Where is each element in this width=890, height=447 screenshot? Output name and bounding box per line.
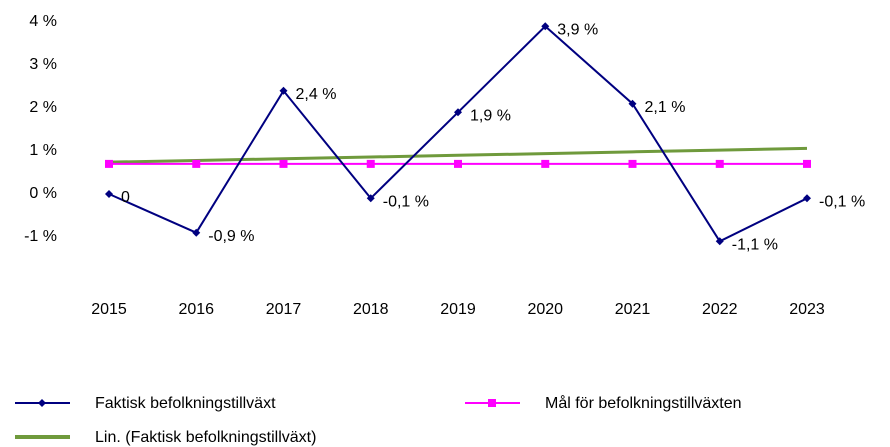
legend-label: Faktisk befolkningstillväxt	[95, 395, 276, 412]
y-tick-label: 0 %	[29, 185, 57, 202]
y-tick-label: 2 %	[29, 99, 57, 116]
x-tick-label: 2022	[702, 301, 738, 318]
series-line	[108, 146, 808, 164]
point	[454, 159, 462, 168]
x-tick-label: 2023	[789, 301, 825, 318]
x-tick-label: 2019	[440, 301, 476, 318]
x-tick-label: 2016	[178, 301, 214, 318]
legend-label: Lin. (Faktisk befolkningstillväxt)	[95, 429, 316, 446]
point	[279, 159, 288, 168]
x-tick-label: 2018	[353, 301, 389, 318]
point	[366, 159, 375, 168]
point	[715, 159, 724, 168]
x-tick-label: 2015	[91, 301, 127, 318]
x-tick-label: 2021	[615, 301, 651, 318]
point	[803, 194, 811, 203]
point	[454, 108, 462, 117]
point	[628, 99, 637, 108]
point	[192, 228, 201, 237]
point	[366, 194, 375, 203]
data-label: 3,9 %	[557, 22, 598, 39]
legend-marker	[488, 399, 496, 407]
point	[279, 86, 288, 95]
y-tick-label: 4 %	[29, 13, 57, 30]
point	[192, 159, 201, 168]
legend-label: Mål för befolkningstillväxten	[545, 394, 742, 412]
data-label: 1,9 %	[470, 108, 511, 125]
x-tick-label: 2017	[266, 301, 302, 318]
data-label: 2,1 %	[645, 99, 686, 116]
data-label: 0	[121, 189, 130, 206]
data-label: -1,1 %	[732, 237, 778, 254]
point	[105, 190, 113, 198]
point	[105, 159, 113, 168]
data-label: -0,1 %	[819, 194, 865, 211]
data-label: -0,1 %	[383, 194, 429, 211]
data-label: 2,4 %	[296, 86, 337, 103]
x-tick-label: 2020	[527, 301, 563, 318]
point	[541, 22, 550, 31]
series-line	[108, 24, 808, 243]
y-tick-label: -1 %	[24, 228, 57, 245]
point	[803, 159, 811, 168]
legend-marker	[38, 399, 46, 407]
y-tick-label: 1 %	[29, 142, 57, 159]
point	[715, 237, 724, 246]
data-label: -0,9 %	[208, 228, 254, 245]
point	[541, 159, 550, 168]
y-tick-label: 3 %	[29, 56, 57, 73]
point	[628, 159, 637, 168]
